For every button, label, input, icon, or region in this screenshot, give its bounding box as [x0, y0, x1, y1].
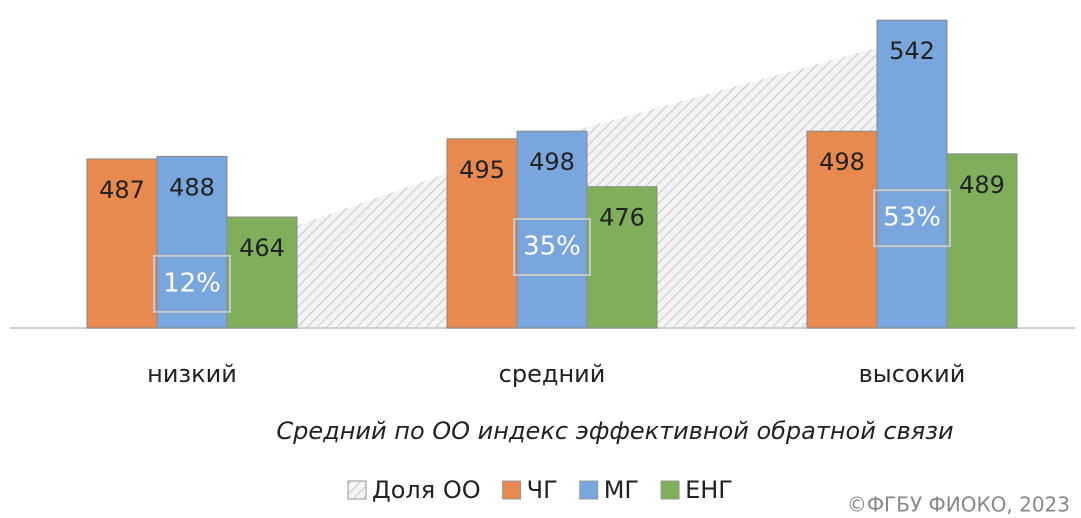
- legend-label: Доля ОО: [372, 476, 481, 504]
- data-label: 487: [99, 176, 145, 204]
- data-label: 498: [529, 148, 575, 176]
- x-tick-label: высокий: [859, 360, 966, 388]
- bar: [876, 19, 948, 329]
- legend-label: МГ: [604, 476, 639, 504]
- data-label: 489: [959, 171, 1005, 199]
- bar: [806, 130, 878, 329]
- data-label: 542: [889, 37, 935, 65]
- legend-swatch: [502, 480, 522, 500]
- bar: [86, 158, 158, 329]
- data-label: 53%: [883, 203, 941, 233]
- legend-label: ЕНГ: [685, 476, 733, 504]
- data-label: 464: [239, 234, 285, 262]
- bar: [586, 186, 658, 329]
- data-label: 498: [819, 148, 865, 176]
- data-label-box: [873, 189, 951, 248]
- bar: [156, 155, 228, 329]
- legend-swatch: [579, 480, 599, 500]
- x-axis-title: Средний по ОО индекс эффективной обратно…: [276, 417, 953, 445]
- bar: [226, 216, 298, 329]
- bar: [946, 153, 1018, 329]
- data-label-box: [513, 218, 591, 276]
- data-label: 476: [599, 204, 645, 232]
- source: ©ФГБУ ФИОКО, 2023: [847, 493, 1070, 517]
- legend-swatch: [660, 480, 680, 500]
- bar: [516, 130, 588, 329]
- data-label: 12%: [163, 268, 221, 298]
- data-label: 35%: [523, 232, 581, 262]
- legend-label: ЧГ: [527, 476, 558, 504]
- data-label: 495: [459, 156, 505, 184]
- data-label: 488: [169, 173, 215, 201]
- legend-swatch: [347, 480, 367, 500]
- data-label-box: [153, 254, 231, 313]
- x-tick-label: средний: [499, 360, 606, 388]
- x-tick-label: низкий: [147, 360, 237, 388]
